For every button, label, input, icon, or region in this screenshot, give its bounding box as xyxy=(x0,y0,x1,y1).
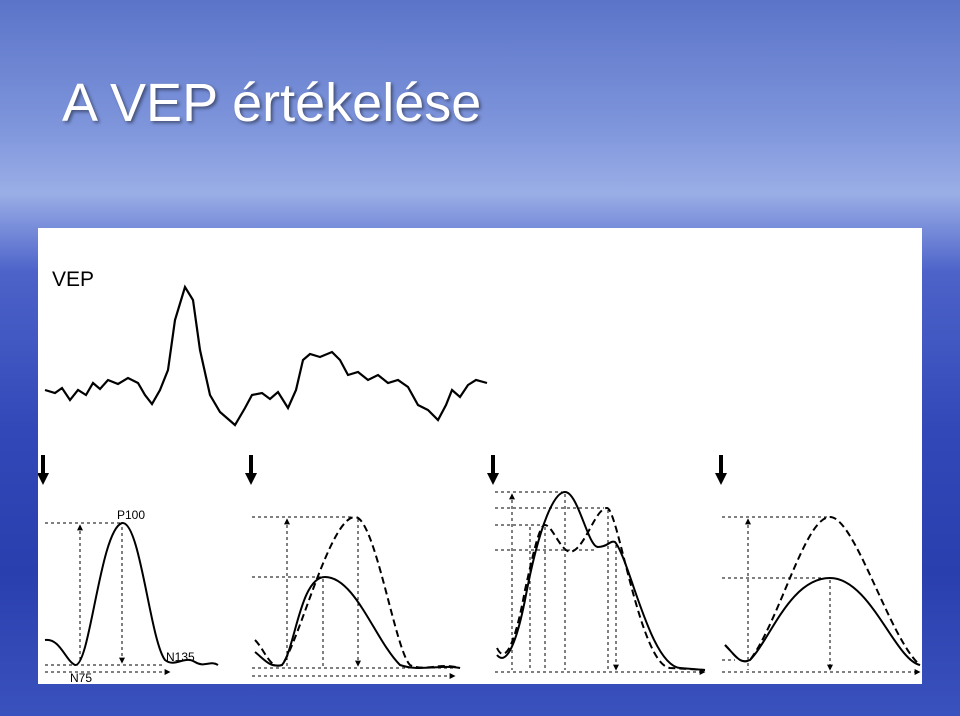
vep-wave xyxy=(44,284,488,427)
vep-figure: VEP P100 N135 N75 xyxy=(38,228,922,684)
peak-label: P100 xyxy=(117,508,145,522)
peak-label: N75 xyxy=(70,671,92,684)
peak-label: N135 xyxy=(166,650,195,664)
measure-lines xyxy=(45,492,920,676)
slide-title: A VEP értékelése xyxy=(62,73,482,133)
stimulus-arrows xyxy=(38,455,727,485)
figure-label: VEP xyxy=(52,268,94,291)
figure-background xyxy=(38,228,922,684)
